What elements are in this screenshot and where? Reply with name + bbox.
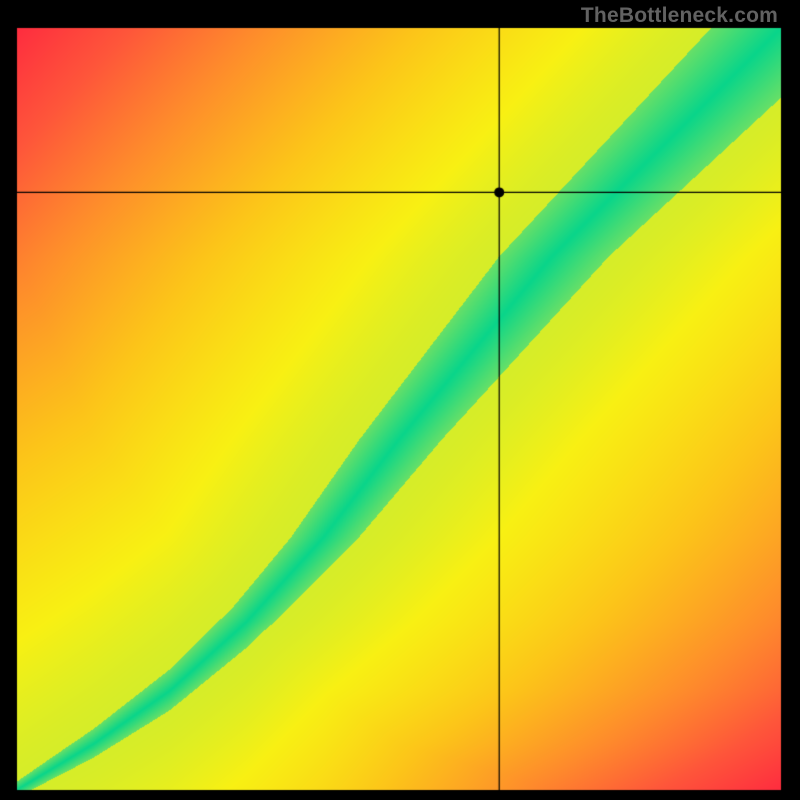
watermark-text: TheBottleneck.com	[581, 4, 778, 28]
chart-container: TheBottleneck.com	[0, 0, 800, 800]
bottleneck-heatmap	[0, 0, 800, 800]
